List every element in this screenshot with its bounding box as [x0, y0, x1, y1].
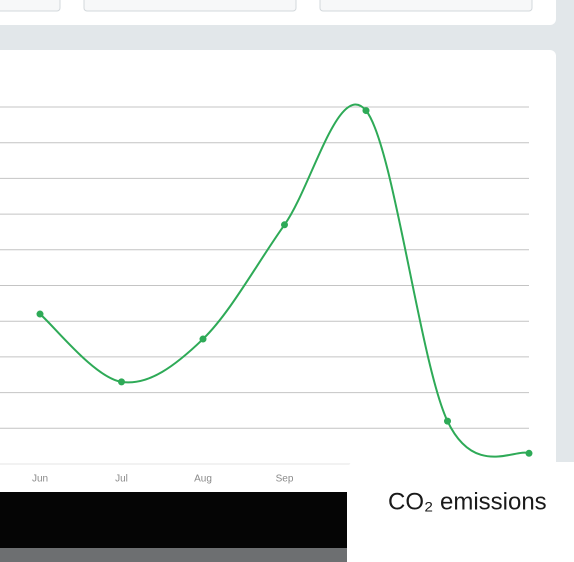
- emissions-card[interactable]: [347, 462, 574, 562]
- point: [199, 335, 207, 343]
- point: [281, 221, 288, 229]
- x-tick-label: Jul: [115, 474, 128, 485]
- x-tick-label: Jun: [32, 474, 48, 485]
- card-label: CO₂ emissions: [388, 488, 547, 515]
- chart-panel: [0, 50, 556, 495]
- point: [118, 378, 125, 386]
- point: [362, 107, 370, 115]
- x-tick-label: Sep: [276, 474, 294, 485]
- point: [444, 417, 451, 425]
- top-card: [83, 0, 297, 12]
- plot: Jun Jul Aug Sep: [0, 103, 533, 485]
- top-card: [319, 0, 533, 12]
- point: [525, 449, 533, 457]
- point: [36, 310, 44, 318]
- top-card: [0, 0, 61, 12]
- x-tick-label: Aug: [194, 474, 212, 485]
